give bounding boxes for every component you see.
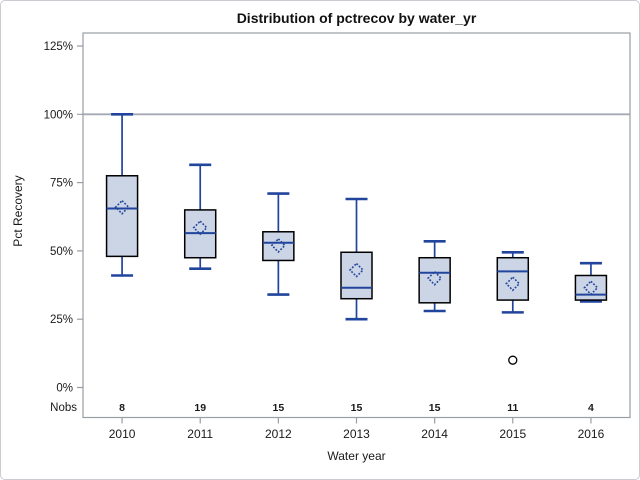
nobs-value-2010: 8 xyxy=(119,402,125,414)
box-2014 xyxy=(418,256,451,304)
year-label-2010: 2010 xyxy=(109,427,136,441)
year-label-2016: 2016 xyxy=(578,427,605,441)
box-2016 xyxy=(574,274,608,301)
nobs-value-2013: 15 xyxy=(351,402,363,414)
mean-marker-2014 xyxy=(427,270,443,286)
box-2010 xyxy=(105,175,139,258)
mean-marker-2012 xyxy=(270,237,286,254)
mean-marker-2016 xyxy=(583,280,599,296)
box-2012 xyxy=(262,231,295,262)
y-tick-label-25: 25% xyxy=(50,314,73,326)
y-tick-label-125: 125% xyxy=(44,41,73,53)
year-label-2015: 2015 xyxy=(499,427,526,441)
y-tick-label-0: 0% xyxy=(56,383,73,395)
outlier-marker-2015-0 xyxy=(508,355,518,365)
nobs-value-2015: 11 xyxy=(507,402,518,414)
nobs-value-2014: 15 xyxy=(429,402,441,414)
nobs-value-2012: 15 xyxy=(273,402,285,414)
nobs-value-2016: 4 xyxy=(588,402,594,414)
mean-marker-2015 xyxy=(505,276,521,292)
nobs-value-2011: 19 xyxy=(194,402,206,414)
x-axis-label: Water year xyxy=(327,449,386,463)
y-tick-label-100: 100% xyxy=(44,109,73,121)
mean-marker-2011 xyxy=(192,220,208,236)
year-label-2011: 2011 xyxy=(187,427,213,441)
mean-marker-2013 xyxy=(348,262,365,278)
chart-title: Distribution of pctrecov by water_yr xyxy=(236,10,477,26)
y-tick-label-75: 75% xyxy=(50,178,73,190)
nobs-row-label: Nobs xyxy=(50,402,77,414)
mean-marker-2010 xyxy=(114,199,130,215)
box-2015 xyxy=(496,256,530,301)
year-label-2014: 2014 xyxy=(421,427,448,441)
y-tick-label-50: 50% xyxy=(50,246,73,258)
year-label-2012: 2012 xyxy=(265,427,292,441)
year-label-2013: 2013 xyxy=(343,427,370,441)
